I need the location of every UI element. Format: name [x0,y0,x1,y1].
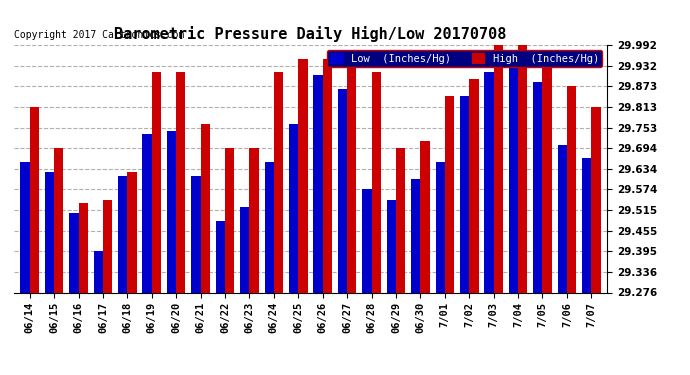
Bar [591,107,600,292]
Bar [225,148,235,292]
Bar [533,82,542,292]
Bar [201,124,210,292]
Bar [69,213,79,292]
Bar [323,59,332,292]
Bar [167,131,176,292]
Bar [250,148,259,292]
Bar [94,251,103,292]
Bar [191,176,201,292]
Text: Copyright 2017 Cartronics.com: Copyright 2017 Cartronics.com [14,30,184,40]
Bar [79,203,88,292]
Bar [445,96,454,292]
Bar [371,72,381,292]
Bar [143,134,152,292]
Bar [240,207,250,292]
Bar [298,59,308,292]
Bar [313,75,323,292]
Bar [338,89,347,292]
Bar [118,176,128,292]
Bar [493,45,503,292]
Bar [54,148,63,292]
Bar [30,107,39,292]
Bar [518,45,527,292]
Bar [469,79,478,292]
Bar [411,179,420,292]
Bar [386,200,396,292]
Bar [435,162,445,292]
Bar [45,172,54,292]
Bar [484,72,493,292]
Bar [216,220,225,292]
Bar [362,189,371,292]
Bar [567,86,576,292]
Bar [264,162,274,292]
Bar [420,141,430,292]
Bar [128,172,137,292]
Bar [396,148,405,292]
Bar [347,59,357,292]
Bar [289,124,298,292]
Bar [103,200,112,292]
Bar [460,96,469,292]
Bar [176,72,186,292]
Title: Barometric Pressure Daily High/Low 20170708: Barometric Pressure Daily High/Low 20170… [115,27,506,42]
Bar [542,66,552,292]
Bar [582,158,591,292]
Bar [274,72,283,292]
Bar [152,72,161,292]
Bar [509,59,518,292]
Bar [21,162,30,292]
Bar [558,144,567,292]
Legend: Low  (Inches/Hg), High  (Inches/Hg): Low (Inches/Hg), High (Inches/Hg) [327,50,602,67]
